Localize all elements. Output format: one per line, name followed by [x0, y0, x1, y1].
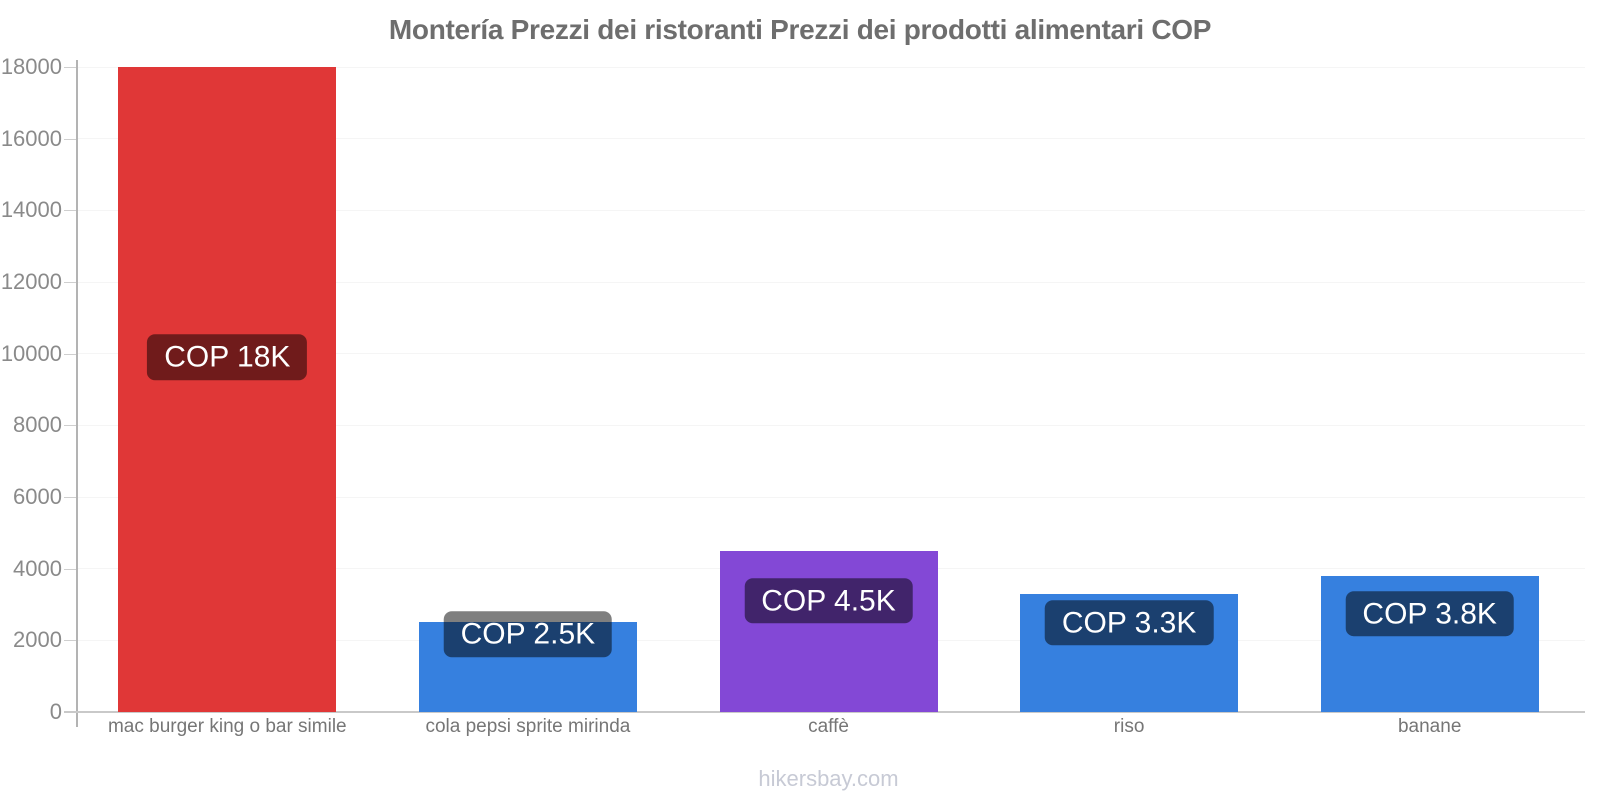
bar-caffè[interactable] [719, 550, 938, 712]
y-gridline [77, 209, 1585, 211]
x-axis-label: riso [1113, 716, 1145, 737]
x-axis-label: cola pepsi sprite mirinda [425, 716, 631, 737]
y-axis-tick [64, 67, 77, 68]
y-axis-tick [64, 138, 77, 140]
y-axis-label: 6000 [13, 484, 62, 509]
y-axis-tick [64, 425, 77, 427]
y-axis-line [76, 60, 78, 727]
y-axis-label: 10000 [0, 340, 62, 366]
y-gridline [77, 424, 1585, 426]
y-axis-tick [64, 568, 77, 570]
y-gridline [77, 353, 1585, 355]
y-axis-tick [64, 282, 77, 283]
bar-value-label: COP 4.5K [744, 578, 913, 624]
bar-value-label: COP 3.3K [1044, 600, 1214, 646]
bar-value-label: COP 3.8K [1345, 591, 1514, 637]
y-gridline [77, 66, 1585, 68]
y-axis-label: 2000 [13, 627, 62, 653]
y-axis-tick [64, 640, 77, 642]
y-axis-label: 14000 [0, 197, 62, 223]
y-gridline [77, 281, 1585, 283]
y-axis-tick [64, 210, 77, 212]
chart-title: Montería Prezzi dei ristoranti Prezzi de… [388, 14, 1212, 45]
x-axis-label: mac burger king o bar simile [107, 716, 347, 737]
x-axis-label: banane [1397, 716, 1462, 737]
y-axis-label: 16000 [0, 125, 62, 151]
x-axis-label: caffè [808, 716, 849, 737]
y-axis-label: 18000 [0, 54, 62, 79]
y-axis-tick [64, 497, 77, 498]
y-axis-label: 8000 [13, 412, 62, 438]
y-axis-label: 12000 [0, 269, 62, 294]
x-axis-line [64, 711, 1585, 713]
y-axis-label: 0 [49, 699, 62, 724]
y-gridline [77, 496, 1585, 498]
bar-mac-burger-king-o-bar-simile[interactable] [118, 67, 337, 712]
bar-value-label: COP 18K [147, 334, 308, 380]
bar-value-label: COP 2.5K [443, 611, 613, 658]
y-axis-label: 4000 [13, 555, 62, 581]
y-axis-tick [64, 353, 77, 355]
watermark-hikersbay: hikersbay.com [758, 766, 899, 791]
y-gridline [77, 138, 1585, 140]
